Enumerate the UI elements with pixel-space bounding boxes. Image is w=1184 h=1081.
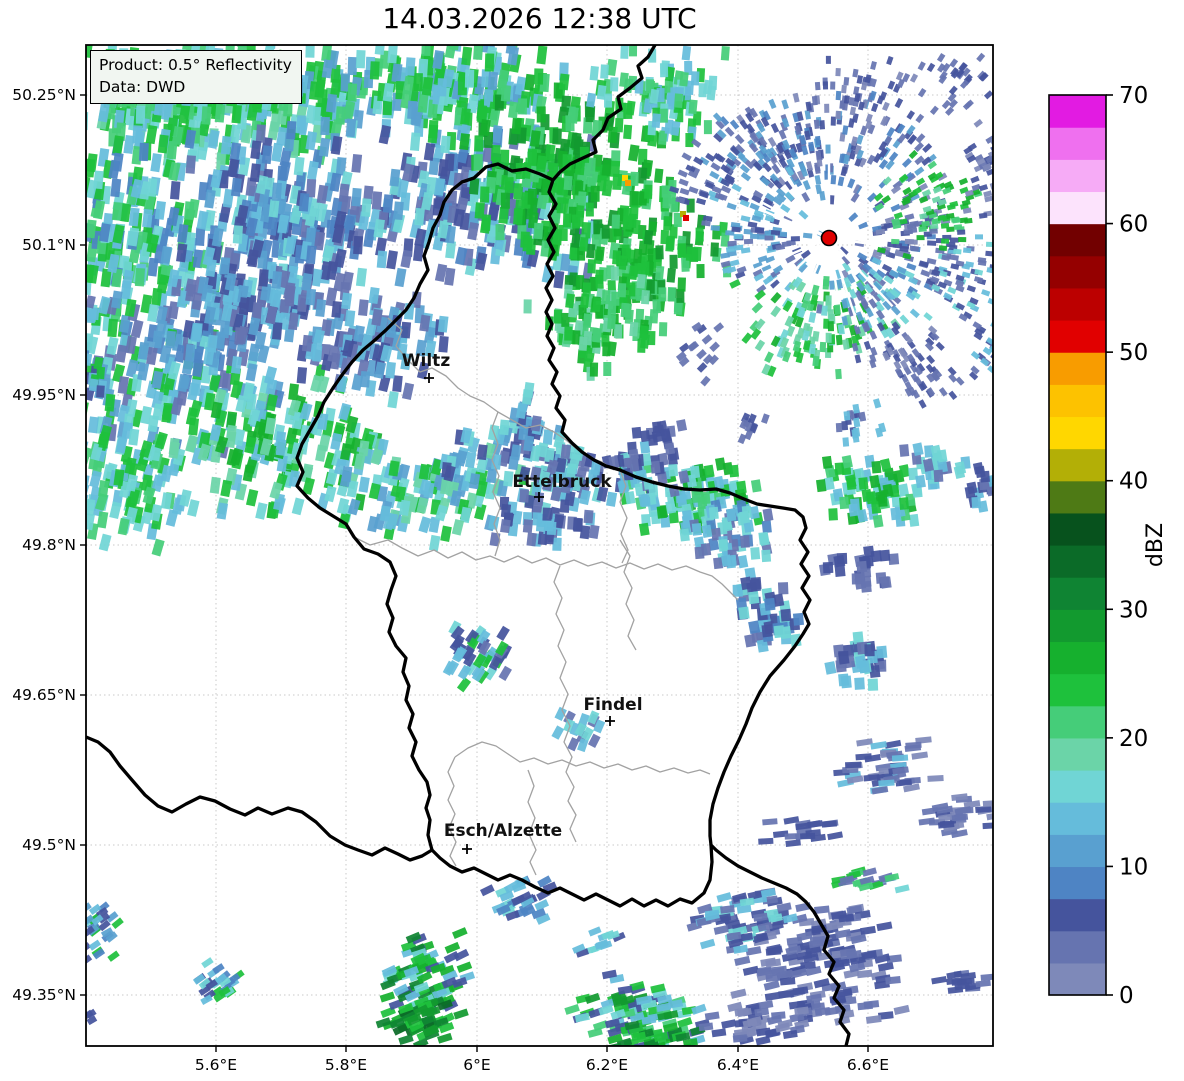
city-marker [534,492,544,502]
colorbar-segment [1049,384,1106,418]
colorbar-tick-label: 10 [1119,854,1148,880]
colorbar: 0 10 20 30 40 50 60 70 dBZ [1048,83,1168,1009]
radar-site-marker [820,229,838,247]
country-borders [86,45,851,1046]
colorbar-segment [1049,898,1106,932]
colorbar-segment [1049,480,1106,514]
colorbar-segment [1049,287,1106,321]
y-tick-label: 49.65°N [12,686,76,704]
colorbar-tick-label: 40 [1119,469,1148,495]
colorbar-segment [1049,448,1106,482]
city-label: Findel [583,695,642,715]
y-tick-label: 49.8°N [22,536,76,554]
city-annotations: Wiltz Ettelbruck Findel Esch/Alzette [402,351,643,854]
x-tick-label: 6°E [463,1056,490,1074]
colorbar-segment [1049,577,1106,610]
y-tick-label: 50.25°N [12,86,76,104]
colorbar-segment [1049,641,1106,675]
colorbar-segment [1049,159,1106,193]
data-source-line: Data: DWD [99,78,186,96]
plot-title: 14.03.2026 12:38 UTC [382,2,697,35]
y-tick-label: 49.35°N [12,986,76,1004]
colorbar-segment [1049,95,1106,128]
colorbar-segment [1049,866,1106,900]
city-label: Wiltz [402,351,451,371]
colorbar-segment [1049,673,1106,707]
x-tick-label: 6.2°E [586,1056,628,1074]
colorbar-segment [1049,223,1106,257]
colorbar-segment [1049,545,1106,578]
x-tick-label: 5.6°E [195,1056,237,1074]
colorbar-segment [1049,416,1106,450]
colorbar-segment [1049,930,1106,964]
colorbar-segment [1049,802,1106,835]
colorbar-frame [1048,94,1107,996]
x-tick-label: 6.6°E [847,1056,889,1074]
colorbar-segment [1049,191,1106,225]
y-tick-label: 50.1°N [22,236,76,254]
colorbar-unit-label: dBZ [1143,523,1168,567]
colorbar-segment [1049,705,1106,739]
radar-spokes [753,157,894,327]
colorbar-tick-label: 0 [1119,983,1134,1009]
colorbar-segment [1049,609,1106,643]
colorbar-segment [1049,512,1106,546]
y-tick-label: 49.95°N [12,386,76,404]
city-label: Ettelbruck [512,472,612,492]
axis-labels: 5.6°E 5.8°E 6°E 6.2°E 6.4°E 6.6°E 50.25°N 50.1°… [12,86,889,1074]
colorbar-segment [1049,737,1106,771]
colorbar-segment [1049,255,1106,289]
colorbar-tick-label: 20 [1119,726,1148,752]
colorbar-segment [1049,962,1106,996]
colorbar-segment [1049,127,1106,160]
city-marker [424,373,434,383]
colorbar-tick-label: 30 [1119,597,1148,623]
colorbar-tick-label: 50 [1119,340,1148,366]
colorbar-tick-label: 70 [1119,83,1148,109]
colorbar-segment [1049,352,1106,385]
city-label: Esch/Alzette [444,821,562,841]
x-tick-label: 6.4°E [717,1056,759,1074]
colorbar-segment [1049,320,1106,353]
colorbar-segment [1049,770,1106,803]
city-marker [462,844,472,854]
colorbar-tick-label: 60 [1119,212,1148,238]
reflectivity-field [86,45,993,1046]
x-tick-label: 5.8°E [325,1056,367,1074]
product-legend-box: Product: 0.5° Reflectivity Data: DWD [90,50,302,104]
colorbar-segment [1049,834,1106,868]
y-tick-label: 49.5°N [22,836,76,854]
city-marker [605,716,615,726]
product-line: Product: 0.5° Reflectivity [99,56,292,74]
